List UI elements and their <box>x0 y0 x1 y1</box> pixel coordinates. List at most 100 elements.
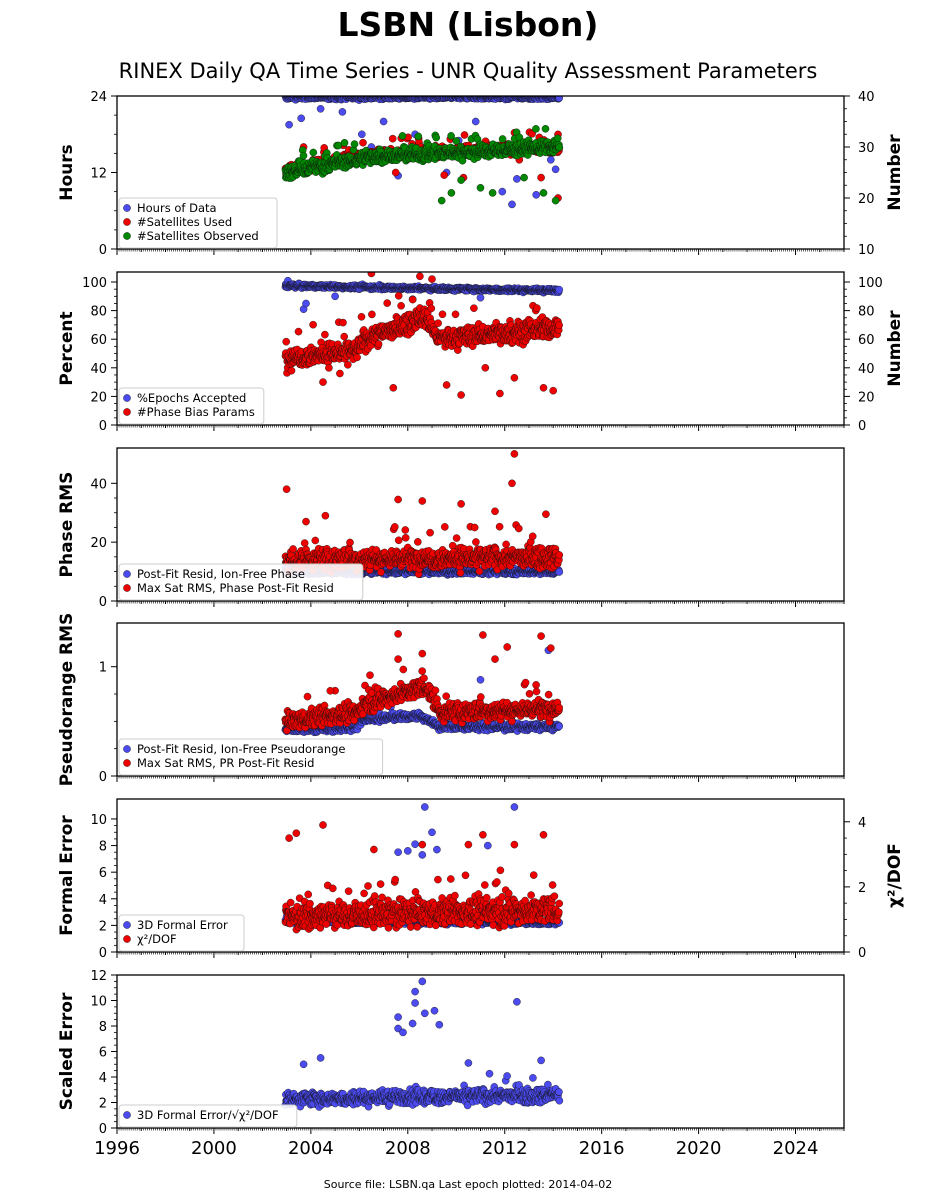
y-tick-label: 0 <box>99 419 107 434</box>
outlier-point <box>488 189 497 197</box>
data-point <box>362 88 369 95</box>
data-point <box>498 135 507 143</box>
legend: %Epochs Accepted#Phase Bias Params <box>118 387 265 425</box>
outlier-point <box>437 196 446 205</box>
outlier-point <box>539 189 548 197</box>
data-point <box>533 304 541 312</box>
y2-tick-label: 80 <box>858 305 875 320</box>
outlier-point <box>297 114 306 123</box>
outlier-point <box>457 176 465 184</box>
outlier-point <box>447 189 456 197</box>
y-tick-label: 100 <box>82 276 107 291</box>
outlier-point <box>287 366 296 375</box>
legend-marker <box>123 394 131 402</box>
y2-tick-label: 0 <box>858 419 866 434</box>
data-point <box>368 310 376 319</box>
data-point <box>466 88 473 95</box>
outlier-point <box>357 130 366 139</box>
points <box>281 450 564 579</box>
outlier-point <box>508 200 516 209</box>
outlier-point <box>379 117 388 126</box>
data-point <box>451 310 460 319</box>
outlier-point <box>440 171 449 179</box>
outlier-point <box>442 381 451 389</box>
y2-tick-label: 20 <box>858 390 875 405</box>
y2-axis-label: Number <box>885 134 905 211</box>
data-point <box>339 318 347 327</box>
outlier-point <box>532 190 541 199</box>
data-point <box>383 299 392 307</box>
y-tick-label: 20 <box>90 390 107 405</box>
outlier-point <box>539 383 548 392</box>
data-point <box>379 88 386 95</box>
outlier-point <box>547 155 555 164</box>
outlier-point <box>551 165 560 174</box>
legend-marker <box>123 204 131 212</box>
data-point <box>555 143 564 152</box>
y2-tick-label: 20 <box>858 192 875 207</box>
data-point <box>397 301 405 310</box>
data-point <box>309 320 317 329</box>
data-point <box>460 131 469 139</box>
outlier-point <box>389 383 398 392</box>
data-point <box>374 340 383 348</box>
outlier-point <box>476 183 485 192</box>
data-point <box>438 310 447 319</box>
figure-subtitle: RINEX Daily QA Time Series - UNR Quality… <box>119 59 818 83</box>
data-point <box>350 140 359 148</box>
y-axis-label: Hours <box>57 144 77 201</box>
y-tick-label: 24 <box>90 90 107 105</box>
data-point <box>321 330 329 339</box>
y2-tick-label: 40 <box>858 362 875 377</box>
data-point <box>427 304 436 313</box>
outlier-point <box>331 292 339 301</box>
data-point <box>408 295 417 304</box>
outlier-point <box>428 275 436 283</box>
outlier-point <box>302 299 310 308</box>
outlier-point <box>510 373 519 382</box>
legend-label: %Epochs Accepted <box>137 391 246 405</box>
data-point <box>340 332 349 341</box>
outlier-point <box>338 108 347 116</box>
data-point <box>388 134 397 143</box>
legend-marker <box>123 232 131 240</box>
y-axis-label: Percent <box>57 311 77 385</box>
outlier-point <box>513 175 521 183</box>
data-point <box>359 138 367 147</box>
y2-tick-label: 100 <box>858 276 883 291</box>
y-tick-label: 0 <box>99 243 107 258</box>
series-points <box>281 125 564 205</box>
outlier-point <box>498 187 507 196</box>
data-point <box>476 88 483 95</box>
legend-label: #Phase Bias Params <box>137 405 255 419</box>
data-point <box>555 285 564 294</box>
outlier-point <box>316 105 325 113</box>
outlier-point <box>285 120 293 129</box>
legend-label: #Satellites Observed <box>137 229 259 243</box>
data-point <box>430 88 437 95</box>
y2-axis-label: Number <box>885 310 905 387</box>
outlier-point <box>476 293 485 302</box>
y2-tick-label: 40 <box>858 90 875 105</box>
outlier-point <box>551 196 560 205</box>
outlier-point <box>496 389 504 398</box>
data-point <box>357 312 366 321</box>
data-point <box>532 125 540 133</box>
y-tick-label: 40 <box>90 362 107 377</box>
points <box>281 272 564 399</box>
data-point <box>432 133 441 142</box>
data-point <box>470 304 478 313</box>
outlier-point <box>471 117 480 126</box>
y2-tick-label: 10 <box>858 243 875 258</box>
outlier-point <box>367 272 376 278</box>
data-point <box>555 96 563 102</box>
legend-label: Hours of Data <box>137 201 217 215</box>
y-tick-label: 12 <box>90 167 107 182</box>
outlier-point <box>336 369 344 378</box>
data-point <box>398 132 407 140</box>
outlier-point <box>416 272 424 281</box>
points <box>281 88 564 209</box>
